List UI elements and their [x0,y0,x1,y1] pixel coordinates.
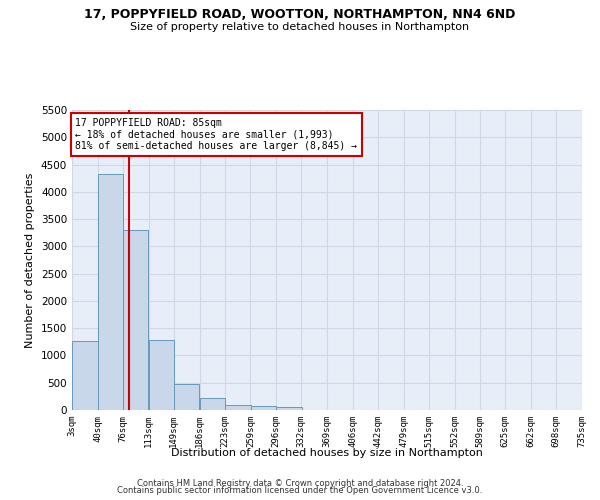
Y-axis label: Number of detached properties: Number of detached properties [25,172,35,348]
Bar [251,406,276,410]
Text: Distribution of detached houses by size in Northampton: Distribution of detached houses by size … [171,448,483,458]
Bar [226,405,251,410]
Text: 17 POPPYFIELD ROAD: 85sqm
← 18% of detached houses are smaller (1,993)
81% of se: 17 POPPYFIELD ROAD: 85sqm ← 18% of detac… [76,118,358,152]
Bar [200,398,225,410]
Text: 17, POPPYFIELD ROAD, WOOTTON, NORTHAMPTON, NN4 6ND: 17, POPPYFIELD ROAD, WOOTTON, NORTHAMPTO… [85,8,515,20]
Bar [149,340,174,410]
Text: Contains public sector information licensed under the Open Government Licence v3: Contains public sector information licen… [118,486,482,495]
Bar [123,230,148,410]
Text: Contains HM Land Registry data © Crown copyright and database right 2024.: Contains HM Land Registry data © Crown c… [137,478,463,488]
Bar [277,407,302,410]
Text: Size of property relative to detached houses in Northampton: Size of property relative to detached ho… [130,22,470,32]
Bar [174,384,199,410]
Bar [98,174,124,410]
Bar [72,340,98,410]
